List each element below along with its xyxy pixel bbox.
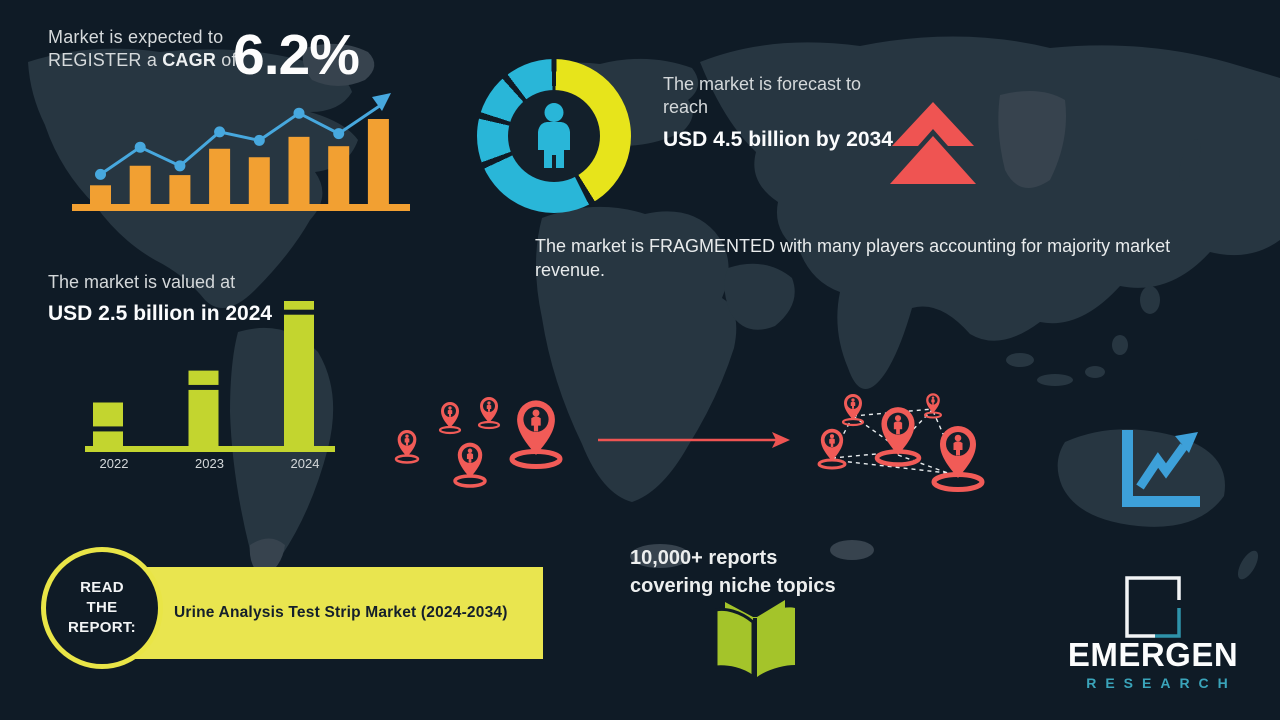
valuation-value: USD 2.5 billion in 2024 bbox=[48, 302, 273, 326]
pin-icon bbox=[820, 428, 844, 461]
pin-icon bbox=[397, 429, 417, 457]
map-africa bbox=[536, 206, 737, 502]
cagr-line2-post: of bbox=[221, 50, 237, 71]
cagr-value: 6.2% bbox=[233, 23, 360, 87]
pin-icon bbox=[881, 407, 915, 455]
reports-line2: covering niche topics bbox=[630, 574, 836, 597]
badge-line3: REPORT: bbox=[68, 618, 136, 636]
forecast-text: The market is forecast to reach bbox=[663, 74, 862, 118]
year-label: 2022 bbox=[100, 456, 129, 471]
reports-statement: 10,000+ reports covering niche topics bbox=[630, 545, 900, 600]
pin-icon bbox=[940, 426, 976, 478]
person-icon bbox=[538, 103, 570, 168]
map-greenland bbox=[302, 43, 375, 86]
logo-subtitle: RESEARCH bbox=[1086, 675, 1237, 691]
market-size-donut-chart bbox=[477, 59, 631, 213]
map-north-america bbox=[28, 48, 358, 309]
fragmentation-statement: The market is FRAGMENTED with many playe… bbox=[535, 236, 1171, 281]
cagr-statement: Market is expected to REGISTER a CAGR of bbox=[48, 26, 237, 72]
badge-line1: READ bbox=[80, 579, 124, 597]
market-players-network-right bbox=[817, 393, 985, 492]
book-icon bbox=[714, 600, 795, 681]
forecast-value: USD 4.5 billion by 2034 bbox=[663, 127, 893, 151]
logo-square-icon bbox=[1125, 576, 1181, 638]
pin-icon bbox=[480, 397, 498, 423]
pin-icon bbox=[844, 394, 862, 420]
pin-icon bbox=[441, 402, 459, 428]
map-asia bbox=[700, 36, 1280, 390]
valuation-text: The market is valued at bbox=[48, 272, 236, 292]
cagr-line1: Market is expected to bbox=[48, 27, 224, 47]
read-the-report-badge[interactable]: READ THE REPORT: bbox=[41, 547, 163, 669]
map-siberia-highlight bbox=[998, 91, 1066, 188]
pin-icon bbox=[517, 400, 555, 455]
badge-line2: THE bbox=[86, 599, 118, 617]
year-label: 2023 bbox=[195, 456, 224, 471]
pin-icon bbox=[457, 442, 483, 478]
double-up-arrow-icon bbox=[890, 102, 976, 184]
report-title: Urine Analysis Test Strip Market (2024-2… bbox=[174, 604, 508, 621]
cagr-term: CAGR bbox=[162, 50, 217, 71]
consolidation-arrow bbox=[598, 432, 790, 448]
map-arabia bbox=[724, 263, 795, 330]
forecast-statement: The market is forecast to reach USD 4.5 … bbox=[663, 73, 901, 154]
report-title-banner[interactable]: Urine Analysis Test Strip Market (2024-2… bbox=[118, 567, 543, 659]
chart-growth-icon bbox=[1122, 430, 1200, 507]
year-label: 2024 bbox=[291, 456, 320, 471]
valuation-statement: The market is valued at USD 2.5 billion … bbox=[48, 271, 276, 328]
market-value-chart: 2022 2023 2024 bbox=[85, 296, 340, 476]
donut-hole bbox=[508, 90, 600, 182]
reports-line1: 10,000+ reports bbox=[630, 547, 778, 569]
cagr-line2-pre: REGISTER a bbox=[48, 50, 158, 71]
cagr-trend-chart bbox=[70, 88, 415, 222]
market-players-pins-left bbox=[394, 397, 563, 488]
logo-title: EMERGEN bbox=[1067, 636, 1239, 673]
